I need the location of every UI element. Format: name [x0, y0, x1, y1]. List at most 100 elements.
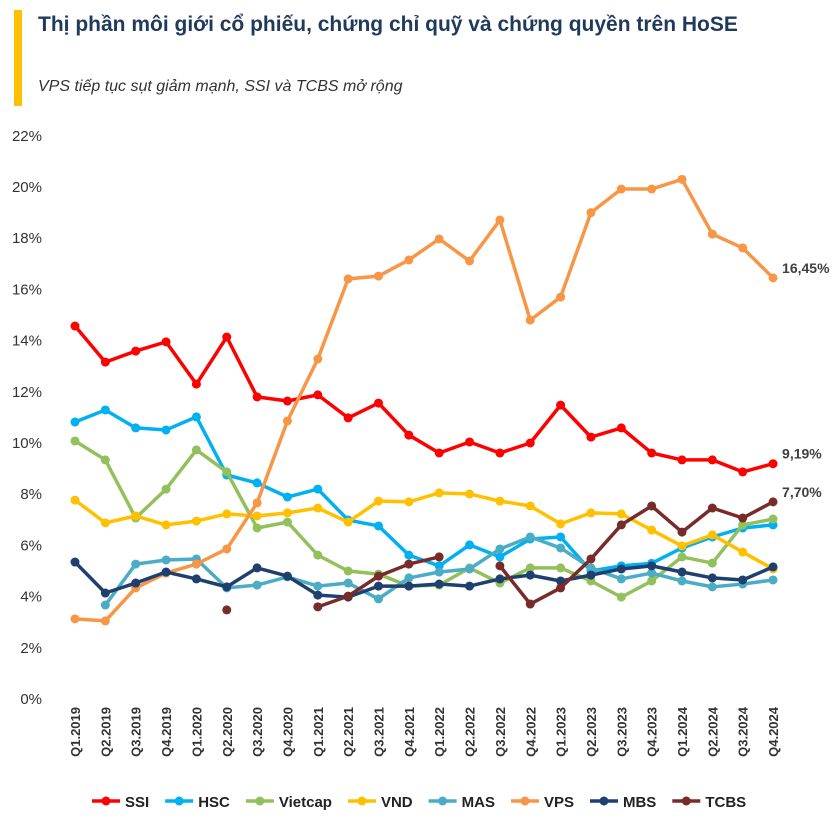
- legend-marker-dot: [599, 796, 609, 806]
- x-tick-label: Q1.2019: [68, 707, 83, 757]
- data-point-vps: [343, 274, 353, 284]
- data-point-mbs: [495, 574, 505, 584]
- data-point-ssi: [252, 392, 262, 402]
- data-point-vnd: [404, 497, 414, 507]
- legend-label-vps: VPS: [544, 794, 574, 811]
- data-point-mas: [313, 581, 323, 591]
- series-line-vnd: [73, 491, 774, 571]
- y-tick-label: 22%: [12, 128, 42, 145]
- data-point-mbs: [70, 557, 80, 567]
- data-point-vps: [465, 256, 475, 266]
- data-point-ssi: [677, 455, 687, 465]
- data-point-ssi: [465, 437, 475, 447]
- x-tick-label: Q3.2019: [129, 707, 144, 757]
- data-point-vnd: [556, 519, 566, 529]
- data-point-mas: [616, 574, 626, 584]
- y-tick-label: 20%: [12, 179, 42, 196]
- y-tick-label: 16%: [12, 281, 42, 298]
- data-point-mas: [525, 532, 535, 542]
- legend-marker-dot: [438, 796, 448, 806]
- y-tick-label: 6%: [20, 537, 42, 554]
- data-point-ssi: [282, 396, 292, 406]
- data-label: 7,70%: [782, 484, 822, 500]
- data-point-mbs: [222, 582, 232, 592]
- data-point-vnd: [222, 509, 232, 519]
- data-point-tcbs: [495, 561, 505, 571]
- data-point-vnd: [647, 525, 657, 535]
- data-point-vietcap: [647, 576, 657, 586]
- data-point-hsc: [191, 412, 201, 422]
- data-point-mbs: [404, 581, 414, 591]
- data-point-vnd: [100, 518, 110, 528]
- y-tick-label: 10%: [12, 435, 42, 452]
- data-point-mbs: [768, 562, 778, 572]
- data-point-vietcap: [161, 484, 171, 494]
- accent-bar: [14, 10, 22, 106]
- x-tick-label: Q2.2022: [463, 707, 478, 757]
- legend-marker-dot: [174, 796, 184, 806]
- data-point-vps: [252, 498, 262, 508]
- data-point-hsc: [495, 552, 505, 562]
- data-point-mbs: [556, 576, 566, 586]
- data-point-ssi: [343, 413, 353, 423]
- data-point-ssi: [222, 332, 232, 342]
- data-point-vps: [100, 616, 110, 626]
- series-line-tcbs: [498, 500, 774, 606]
- x-tick-label: Q3.2022: [493, 707, 508, 757]
- data-point-vps: [70, 614, 80, 624]
- data-point-mbs: [586, 570, 596, 580]
- data-point-vnd: [252, 511, 262, 521]
- data-point-vietcap: [222, 467, 232, 477]
- data-point-mas: [252, 580, 262, 590]
- data-point-hsc: [465, 540, 475, 550]
- data-point-vnd: [131, 511, 141, 521]
- data-point-tcbs: [313, 602, 323, 612]
- data-point-mbs: [677, 567, 687, 577]
- x-tick-label: Q1.2020: [189, 707, 204, 757]
- data-point-vps: [434, 234, 444, 244]
- data-point-mbs: [131, 578, 141, 588]
- data-point-ssi: [374, 398, 383, 408]
- data-point-ssi: [495, 448, 505, 458]
- data-point-vnd: [343, 517, 353, 527]
- data-point-hsc: [374, 521, 383, 531]
- data-point-tcbs: [738, 513, 748, 523]
- data-point-vietcap: [616, 592, 626, 602]
- data-point-hsc: [131, 423, 141, 433]
- data-point-mbs: [191, 574, 201, 584]
- x-tick-label: Q2.2024: [705, 706, 720, 757]
- data-point-mbs: [161, 567, 171, 577]
- legend-label-vnd: VND: [381, 794, 413, 811]
- data-point-ssi: [131, 346, 141, 356]
- data-point-vietcap: [282, 517, 292, 527]
- x-tick-label: Q2.2021: [341, 707, 356, 757]
- data-point-mbs: [282, 571, 292, 581]
- data-point-vnd: [707, 530, 717, 540]
- data-point-tcbs: [525, 599, 535, 609]
- data-point-vietcap: [313, 550, 323, 560]
- data-point-hsc: [161, 425, 171, 435]
- data-point-mbs: [738, 575, 748, 585]
- data-point-hsc: [70, 417, 80, 427]
- data-point-mbs: [100, 588, 110, 598]
- data-point-ssi: [161, 337, 171, 347]
- series-line-vps: [74, 177, 775, 623]
- data-point-tcbs: [677, 527, 687, 537]
- data-point-vps: [222, 544, 232, 554]
- data-point-mas: [161, 555, 171, 565]
- data-point-vnd: [191, 516, 201, 526]
- data-point-vps: [556, 292, 566, 302]
- data-point-vps: [374, 271, 383, 281]
- data-point-tcbs: [374, 571, 383, 581]
- data-point-tcbs: [404, 559, 414, 569]
- data-point-vietcap: [677, 552, 687, 562]
- data-point-vps: [616, 184, 626, 194]
- data-point-mas: [495, 544, 505, 554]
- data-point-mas: [647, 568, 657, 578]
- data-point-tcbs: [556, 583, 566, 593]
- data-point-tcbs: [768, 497, 778, 507]
- data-point-ssi: [707, 455, 717, 465]
- data-point-tcbs: [222, 605, 232, 615]
